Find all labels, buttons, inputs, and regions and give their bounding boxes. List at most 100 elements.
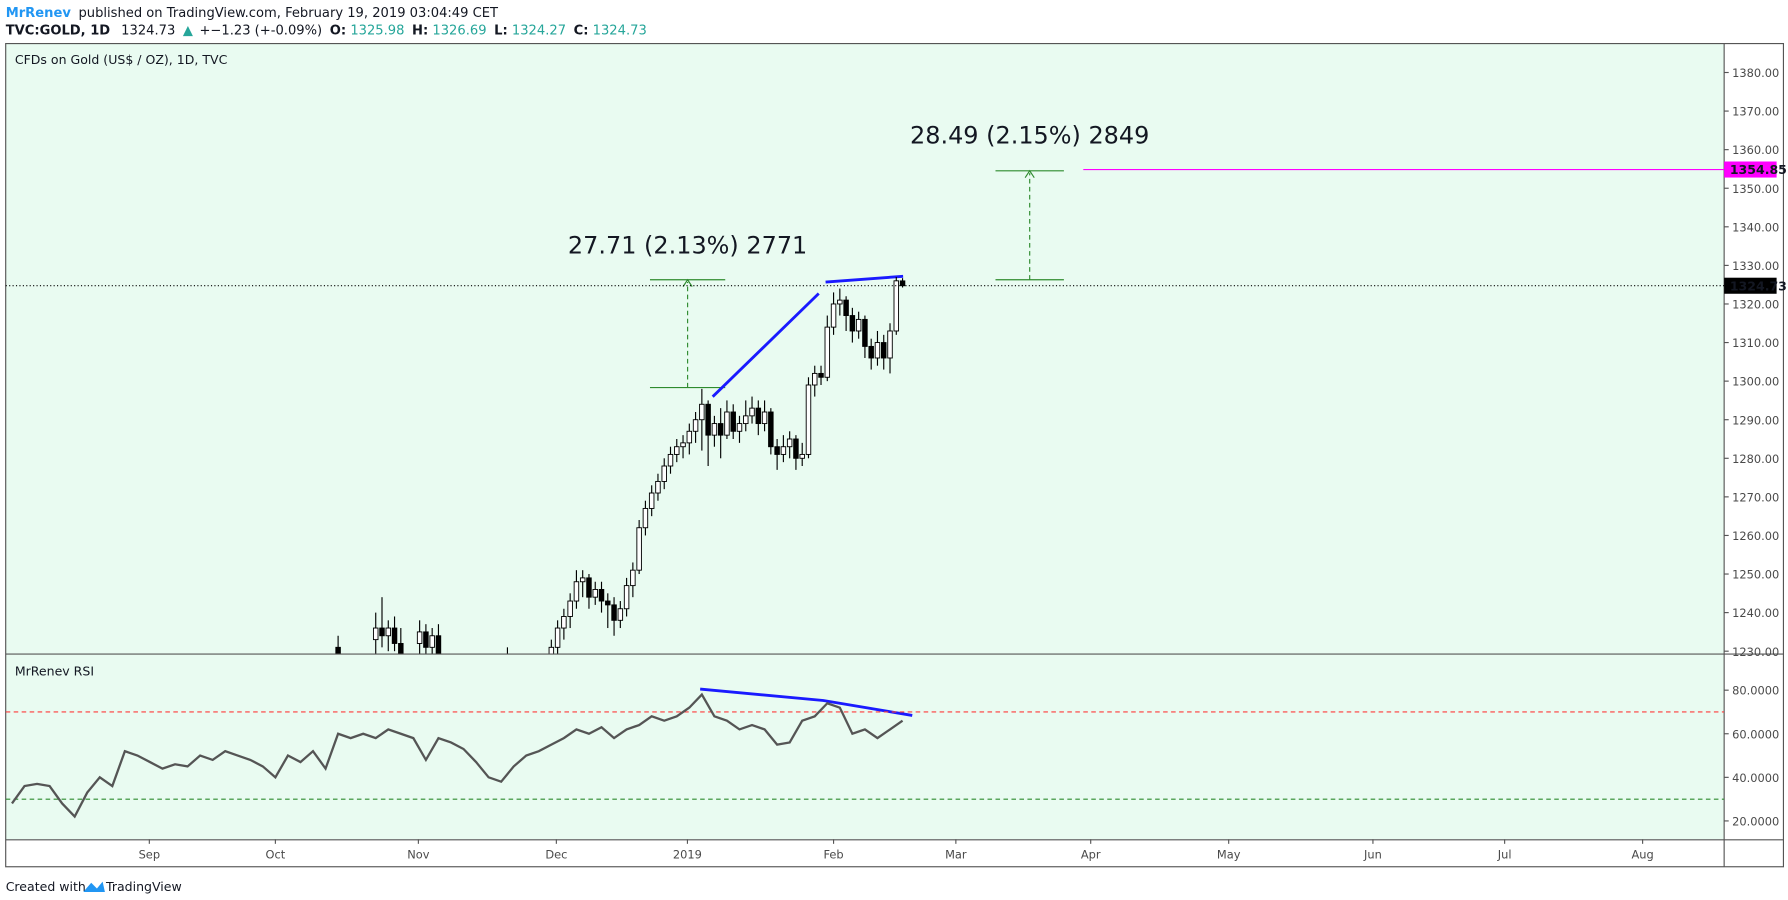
candle-body: [416, 631, 423, 644]
candle-body: [705, 403, 711, 436]
y-tick-label: 1370.00: [1732, 105, 1779, 119]
candle-body: [435, 635, 442, 654]
candle-body: [429, 635, 435, 648]
change: +−1.23 (+-0.09%): [199, 23, 322, 38]
candle-body: [843, 299, 849, 317]
y-tick-label: 1260.00: [1732, 529, 1779, 543]
last-price-label: 1324.73: [1730, 278, 1787, 293]
y-tick-label: 1240.00: [1732, 606, 1779, 620]
footer-brand[interactable]: TradingView: [105, 879, 182, 894]
candle-body: [893, 280, 900, 332]
rsi-title: MrRenev RSI: [15, 663, 94, 678]
arrow: ▲: [183, 23, 194, 38]
candle-body: [385, 627, 392, 637]
x-tick-label: Jun: [1363, 848, 1382, 862]
x-tick-label: 2019: [673, 848, 702, 862]
candle-body: [711, 423, 718, 436]
x-tick-label: Nov: [407, 848, 429, 862]
last-price-box: [1724, 277, 1777, 294]
candle-body: [692, 419, 699, 432]
candle-body: [830, 303, 837, 328]
candle-body: [398, 643, 404, 654]
y-tick-label: 1350.00: [1732, 182, 1779, 196]
author[interactable]: MrRenev: [6, 6, 72, 21]
candle-body: [554, 627, 561, 648]
symbol: TVC:GOLD, 1D: [6, 23, 111, 38]
y-tick-label: 1230.00: [1732, 645, 1779, 659]
measure-label: 27.71 (2.13%) 2771: [568, 231, 807, 259]
x-tick-label: May: [1217, 848, 1241, 862]
candle-body: [579, 577, 586, 583]
candle-body: [874, 342, 881, 359]
y-tick-label: 1280.00: [1732, 452, 1779, 466]
candle-body: [730, 411, 736, 432]
candle-body: [592, 589, 598, 598]
rsi-line: [11, 692, 904, 819]
high-label: H:: [412, 23, 428, 38]
y-tick-label: 1340.00: [1732, 220, 1779, 234]
low: 1324.27: [512, 23, 566, 38]
candle-body: [636, 527, 642, 571]
y-tick-label: 1320.00: [1732, 298, 1779, 312]
candle-body: [837, 299, 843, 305]
candle-body: [667, 453, 674, 467]
y-tick-label: 1380.00: [1732, 66, 1779, 80]
frame: [5, 42, 1785, 868]
candle-body: [793, 438, 799, 459]
close: 1324.73: [593, 23, 647, 38]
y-tick-label: 20.0000: [1732, 814, 1779, 828]
y-tick-label: 60.0000: [1732, 727, 1779, 741]
y-tick-label: 1300.00: [1732, 375, 1779, 389]
candle-body: [774, 446, 780, 455]
candle-body: [799, 453, 805, 459]
measure-label: 28.49 (2.15%) 2849: [910, 121, 1149, 149]
candle-body: [573, 581, 580, 602]
candle-body: [611, 604, 617, 621]
plot-area: [335, 276, 906, 654]
candle-body: [812, 372, 818, 386]
x-tick-label: Dec: [545, 848, 567, 862]
y-tick-label: 40.0000: [1732, 771, 1779, 785]
y-tick-label: 1310.00: [1732, 336, 1779, 350]
candle-body: [686, 430, 693, 444]
candle-body: [724, 411, 730, 436]
candle-body: [379, 627, 385, 637]
candle-body: [824, 326, 831, 378]
candle-body: [805, 384, 812, 455]
candle-body: [849, 315, 856, 332]
y-tick-label: 1330.00: [1732, 259, 1779, 273]
candle-body: [598, 589, 605, 602]
candle-body: [743, 415, 749, 425]
candle-body: [648, 492, 655, 509]
candle-body: [780, 446, 787, 455]
candle-body: [761, 411, 768, 425]
x-tick-label: Oct: [266, 848, 286, 862]
candle-body: [642, 507, 649, 529]
target-box: [1724, 161, 1777, 178]
footer-text: Created with: [6, 879, 86, 894]
trend-lines: [700, 274, 913, 717]
measure-tool: [649, 169, 1064, 389]
candle-body: [899, 280, 906, 287]
symbol-line: TVC:GOLD, 1D 1324.73 ▲ +−1.23 (+-0.09%) …: [6, 23, 647, 38]
x-tick-label: Mar: [945, 848, 967, 862]
candle-body: [372, 627, 379, 641]
open-label: O:: [330, 23, 346, 38]
x-tick-label: Feb: [823, 848, 843, 862]
candle-body: [862, 318, 868, 347]
candle-body: [617, 608, 624, 621]
y-tick-label: 1250.00: [1732, 568, 1779, 582]
candle-body: [630, 569, 636, 587]
header-line: MrRenev published on TradingView.com, Fe…: [6, 6, 499, 21]
candle-body: [887, 330, 893, 359]
candle-body: [818, 372, 824, 378]
candle-body: [567, 600, 573, 617]
x-tick-label: Apr: [1081, 848, 1101, 862]
candle-body: [755, 407, 762, 425]
candle-body: [661, 465, 667, 482]
y-tick-label: 80.0000: [1732, 684, 1779, 698]
y-tick-label: 1290.00: [1732, 413, 1779, 427]
candle-body: [586, 577, 592, 598]
